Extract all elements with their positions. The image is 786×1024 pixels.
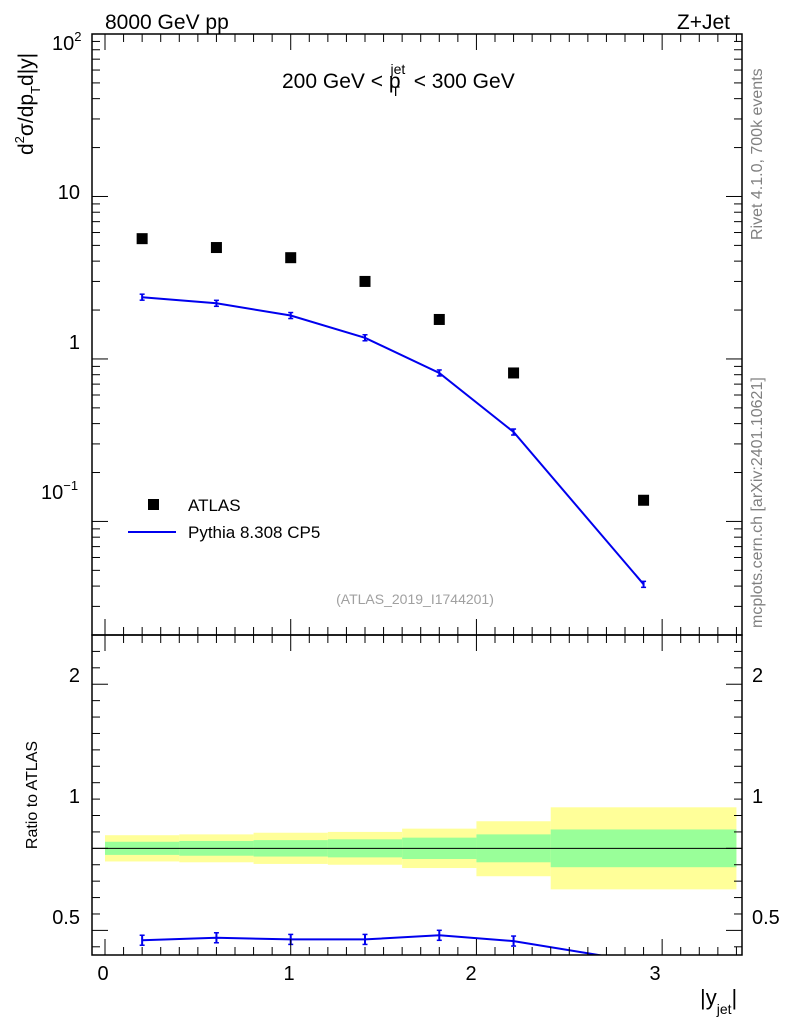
ylabel-sub: T [28,86,43,94]
ytick-label-1: 1 [69,332,80,354]
header-left: 8000 GeV pp [105,11,229,34]
atlas-point [638,494,650,506]
ratio-ytick-right-2: 2 [752,665,763,687]
ratio-plot-content [92,807,742,955]
ytick-0.1-base: 10 [41,482,63,504]
xtick-label-0: 0 [97,963,108,985]
atlas-point [210,242,222,254]
ylabel-end: d|y| [15,53,38,86]
ratio-series-group [139,929,605,955]
main-ylabel: d2σ/dpTd|y| [12,53,43,155]
ytick-label-10: 10 [58,182,80,204]
atlas-point [433,313,445,325]
ratio-frame [91,634,743,956]
legend: ATLAS Pythia 8.308 CP5 [128,496,320,542]
title-pre: 200 GeV < p [282,70,401,93]
atlas-point [136,233,148,245]
title-post: < 300 GeV [408,70,515,93]
analysis-watermark: (ATLAS_2019_I1744201) [336,591,494,607]
ytick-100-exp: 2 [74,29,81,44]
ylabel-mid: σ/dp [15,94,38,136]
ratio-ticks [92,634,742,955]
title-sup: jet [390,61,406,77]
legend-atlas-label: ATLAS [188,496,241,515]
atlas-point [508,367,520,379]
atlas-point [359,275,371,287]
ratio-ytick-left-1: 1 [69,786,80,808]
legend-atlas-marker [148,499,159,510]
main-panel: 200 GeV < pjet T < 300 GeV d2σ/dpTd|y| 10… [12,29,743,636]
xlabel-main: |y [700,985,717,1010]
ratio-ytick-left-0.5: 0.5 [52,907,80,929]
mcplots-label: mcplots.cern.ch [arXiv:2401.10621] [749,377,766,628]
title-sub: T [391,83,400,99]
main-plot-content [136,233,650,589]
ytick-100-base: 10 [52,33,74,55]
xtick-label-1: 1 [283,963,294,985]
ratio-ylabel: Ratio to ATLAS [24,741,41,849]
header-right: Z+Jet [677,11,730,34]
main-ticks [92,33,742,636]
main-frame [91,33,743,636]
xtick-label-3: 3 [649,963,660,985]
main-title: 200 GeV < pjet T < 300 GeV [282,61,515,99]
ytick-label-0.1: 10−1 [41,478,78,504]
legend-pythia-label: Pythia 8.308 CP5 [188,523,320,542]
ratio-ytick-right-0.5: 0.5 [752,907,780,929]
ytick-0.1-exp: −1 [63,478,78,493]
ytick-label-100: 102 [52,29,81,55]
ylabel-d: d [15,143,38,155]
rivet-label: Rivet 4.1.0, 700k events [749,68,766,240]
xlabel-end: | [732,985,738,1010]
ylabel-sup: 2 [12,136,27,143]
atlas-point [285,252,297,264]
ratio-ytick-left-2: 2 [69,665,80,687]
xtick-label-2: 2 [465,963,476,985]
xlabel-sub: jet [716,1001,732,1017]
xaxis-label: |yjet| [700,985,737,1017]
ratio-panel: Ratio to ATLAS 0.5 1 2 0.5 1 2 0 1 2 3 |… [24,634,780,1017]
ratio-ytick-right-1: 1 [752,786,763,808]
